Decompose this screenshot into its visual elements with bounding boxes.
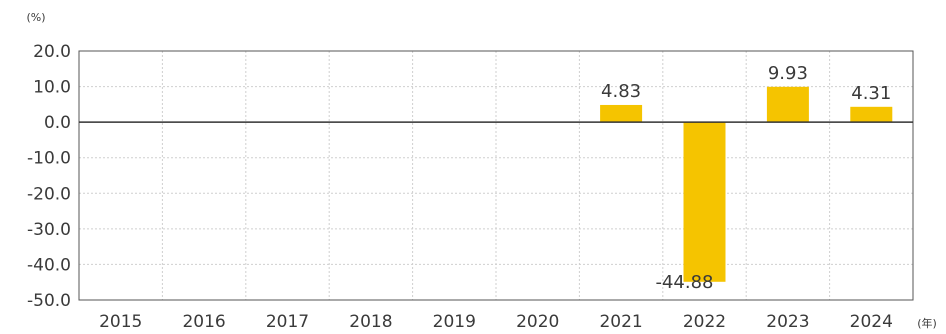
y-axis-unit-label: (%) bbox=[26, 11, 45, 24]
bar-2023 bbox=[766, 86, 809, 123]
plot-frame bbox=[78, 50, 914, 301]
x-tick-label-2017: 2017 bbox=[266, 312, 309, 332]
x-tick-label-2022: 2022 bbox=[683, 312, 726, 332]
y-tick-label: -20.0 bbox=[27, 184, 71, 204]
y-tick-label: 20.0 bbox=[33, 42, 71, 62]
x-tick-label-2021: 2021 bbox=[599, 312, 642, 332]
x-tick-label-2019: 2019 bbox=[433, 312, 476, 332]
x-tick-label-2016: 2016 bbox=[182, 312, 225, 332]
data-label-2023: 9.93 bbox=[768, 63, 808, 84]
x-tick-label-2023: 2023 bbox=[766, 312, 809, 332]
data-label-2024: 4.31 bbox=[851, 83, 891, 104]
y-tick-label: 0.0 bbox=[44, 113, 71, 133]
bar-2022 bbox=[683, 122, 726, 282]
y-tick-label: -40.0 bbox=[27, 255, 71, 275]
y-tick-label: -10.0 bbox=[27, 149, 71, 169]
y-tick-label: -30.0 bbox=[27, 220, 71, 240]
data-label-2021: 4.83 bbox=[601, 81, 641, 102]
x-tick-label-2018: 2018 bbox=[349, 312, 392, 332]
x-tick-label-2024: 2024 bbox=[850, 312, 893, 332]
y-tick-label: 10.0 bbox=[33, 78, 71, 98]
data-label-2022: -44.88 bbox=[655, 272, 713, 293]
y-tick-label: -50.0 bbox=[27, 291, 71, 311]
bar-2021 bbox=[600, 104, 643, 123]
x-axis-unit-label: (年) bbox=[917, 316, 937, 330]
x-tick-label-2015: 2015 bbox=[99, 312, 142, 332]
bar-2024 bbox=[850, 106, 893, 123]
x-tick-label-2020: 2020 bbox=[516, 312, 559, 332]
